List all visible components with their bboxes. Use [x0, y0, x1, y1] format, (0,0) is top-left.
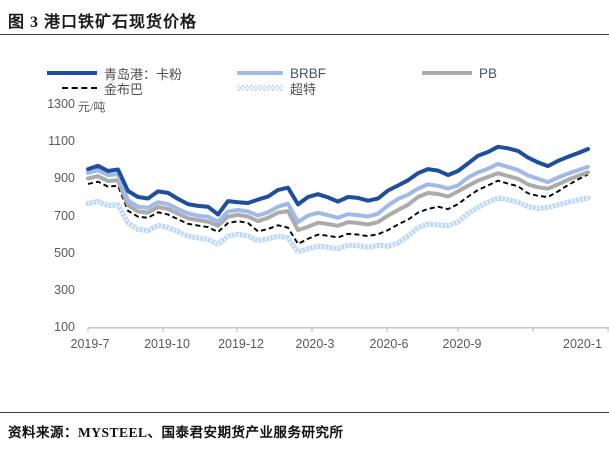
series-line-pb — [86, 170, 590, 233]
y-axis-tick-label: 500 — [54, 245, 75, 260]
x-axis-tick-label: 2019-12 — [218, 337, 264, 351]
legend-item-pb: PB — [422, 65, 498, 81]
legend-swatch-chaote — [237, 85, 283, 91]
legend-swatch-kafen — [47, 71, 97, 75]
footer-divider — [0, 412, 609, 413]
series-line-jinbuba — [87, 173, 589, 246]
series-line-chaote — [85, 195, 591, 255]
legend-item-brbf: BRBF — [237, 65, 327, 81]
series-line-kafen — [86, 144, 590, 217]
legend-label: 青岛港：卡粉 — [104, 66, 183, 82]
legend-label: BRBF — [290, 65, 327, 81]
legend-item-kafen: 青岛港：卡粉 — [47, 66, 183, 82]
y-axis-tick-label: 700 — [54, 208, 75, 223]
x-axis-tick-label: 2020-1 — [563, 337, 602, 351]
legend-swatch-jinbuba — [62, 87, 97, 89]
legend-label: PB — [479, 65, 498, 81]
figure-title: 图 3 港口铁矿石现货价格 — [8, 14, 198, 31]
source-note: 资料来源：MYSTEEL、国泰君安期货产业服务研究所 — [8, 425, 344, 440]
series-line-brbf — [86, 161, 590, 225]
x-axis-tick-label: 2019-7 — [70, 337, 110, 351]
x-axis-tick-label: 2020-3 — [295, 337, 335, 351]
y-axis-tick-label: 300 — [54, 283, 75, 297]
x-axis-tick-label: 2020-6 — [369, 337, 409, 351]
legend-item-chaote: 超特 — [237, 81, 317, 97]
legend-label: 超特 — [290, 81, 317, 97]
legend-label: 金布巴 — [104, 81, 144, 97]
legend-item-jinbuba: 金布巴 — [62, 81, 144, 97]
y-axis-tick-label: 1100 — [48, 134, 75, 149]
y-axis-tick-label: 100 — [54, 320, 75, 335]
y-axis-tick-label: 1300 — [47, 97, 75, 111]
x-axis-tick-label: 2019-10 — [144, 337, 190, 351]
y-axis-tick-label: 900 — [54, 171, 75, 186]
y-axis-unit-label: 元/吨 — [78, 100, 106, 114]
x-axis-tick-label: 2020-9 — [442, 337, 482, 351]
legend-swatch-pb — [422, 71, 472, 75]
legend-swatch-brbf — [237, 71, 283, 75]
title-divider — [0, 34, 609, 35]
